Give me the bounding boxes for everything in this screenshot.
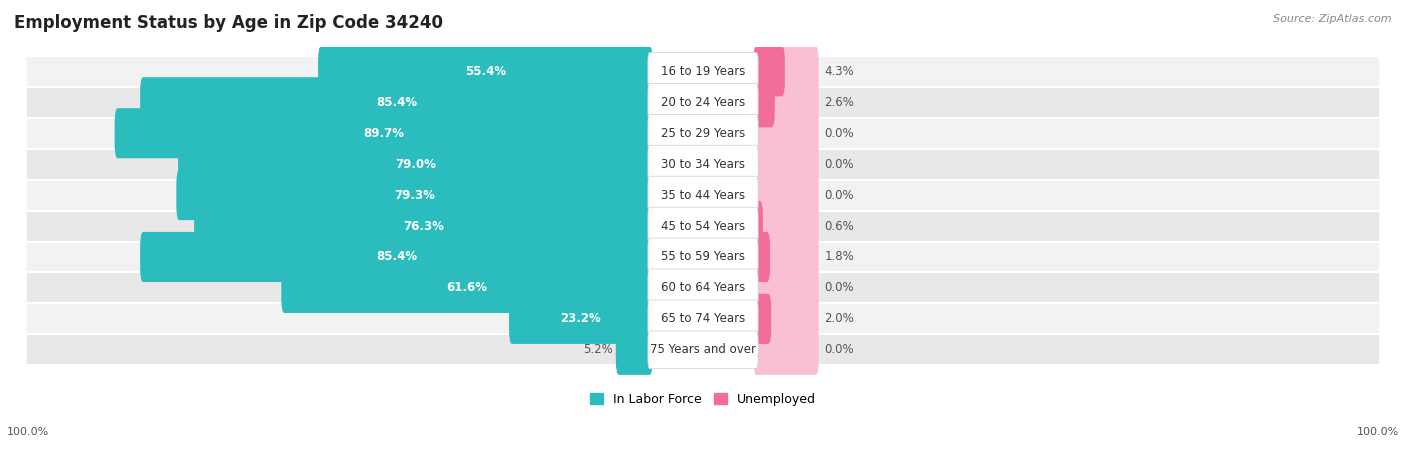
Text: 79.3%: 79.3% [394,189,434,202]
FancyBboxPatch shape [141,232,652,282]
Text: 79.0%: 79.0% [395,158,436,170]
FancyBboxPatch shape [754,201,818,251]
Text: 0.6%: 0.6% [824,220,855,233]
Text: 20 to 24 Years: 20 to 24 Years [661,96,745,109]
FancyBboxPatch shape [648,207,758,245]
FancyBboxPatch shape [754,232,818,282]
Legend: In Labor Force, Unemployed: In Labor Force, Unemployed [585,388,821,411]
FancyBboxPatch shape [754,294,818,344]
FancyBboxPatch shape [754,77,818,127]
Text: 100.0%: 100.0% [1357,428,1399,437]
Text: 55.4%: 55.4% [465,65,506,78]
FancyBboxPatch shape [176,170,652,220]
Text: 0.0%: 0.0% [824,158,855,170]
FancyBboxPatch shape [27,179,1379,211]
FancyBboxPatch shape [27,241,1379,273]
FancyBboxPatch shape [648,269,758,307]
Text: 23.2%: 23.2% [561,313,602,325]
FancyBboxPatch shape [754,294,772,344]
FancyBboxPatch shape [754,232,770,282]
Text: 89.7%: 89.7% [363,127,404,140]
FancyBboxPatch shape [754,108,818,158]
FancyBboxPatch shape [141,77,652,127]
Text: 85.4%: 85.4% [375,96,418,109]
Text: 75 Years and over: 75 Years and over [650,343,756,356]
FancyBboxPatch shape [754,46,818,97]
Text: 76.3%: 76.3% [404,220,444,233]
Text: 2.6%: 2.6% [824,96,855,109]
FancyBboxPatch shape [754,325,818,375]
Text: 35 to 44 Years: 35 to 44 Years [661,189,745,202]
FancyBboxPatch shape [27,55,1379,87]
Text: 25 to 29 Years: 25 to 29 Years [661,127,745,140]
FancyBboxPatch shape [27,87,1379,118]
FancyBboxPatch shape [27,117,1379,149]
FancyBboxPatch shape [27,272,1379,304]
Text: 55 to 59 Years: 55 to 59 Years [661,250,745,263]
FancyBboxPatch shape [27,148,1379,180]
FancyBboxPatch shape [648,145,758,183]
FancyBboxPatch shape [648,300,758,338]
FancyBboxPatch shape [27,334,1379,366]
FancyBboxPatch shape [754,170,818,220]
Text: 65 to 74 Years: 65 to 74 Years [661,313,745,325]
Text: 2.0%: 2.0% [824,313,855,325]
FancyBboxPatch shape [27,210,1379,242]
FancyBboxPatch shape [754,139,818,189]
Text: Source: ZipAtlas.com: Source: ZipAtlas.com [1274,14,1392,23]
FancyBboxPatch shape [179,139,652,189]
FancyBboxPatch shape [281,263,652,313]
Text: 5.2%: 5.2% [583,343,613,356]
FancyBboxPatch shape [648,83,758,121]
Text: 1.8%: 1.8% [824,250,855,263]
Text: 60 to 64 Years: 60 to 64 Years [661,281,745,295]
Text: 85.4%: 85.4% [375,250,418,263]
Text: 0.0%: 0.0% [824,343,855,356]
FancyBboxPatch shape [648,52,758,90]
FancyBboxPatch shape [754,263,818,313]
Text: 100.0%: 100.0% [7,428,49,437]
FancyBboxPatch shape [754,46,785,97]
FancyBboxPatch shape [616,325,652,375]
FancyBboxPatch shape [648,115,758,152]
Text: 4.3%: 4.3% [824,65,855,78]
FancyBboxPatch shape [509,294,652,344]
Text: Employment Status by Age in Zip Code 34240: Employment Status by Age in Zip Code 342… [14,14,443,32]
Text: 0.0%: 0.0% [824,127,855,140]
FancyBboxPatch shape [27,303,1379,335]
Text: 61.6%: 61.6% [447,281,488,295]
FancyBboxPatch shape [648,176,758,214]
Text: 0.0%: 0.0% [824,281,855,295]
FancyBboxPatch shape [194,201,652,251]
Text: 0.0%: 0.0% [824,189,855,202]
Text: 16 to 19 Years: 16 to 19 Years [661,65,745,78]
FancyBboxPatch shape [318,46,652,97]
FancyBboxPatch shape [648,331,758,368]
Text: 30 to 34 Years: 30 to 34 Years [661,158,745,170]
FancyBboxPatch shape [754,77,775,127]
FancyBboxPatch shape [648,238,758,276]
Text: 45 to 54 Years: 45 to 54 Years [661,220,745,233]
FancyBboxPatch shape [115,108,652,158]
FancyBboxPatch shape [754,201,763,251]
